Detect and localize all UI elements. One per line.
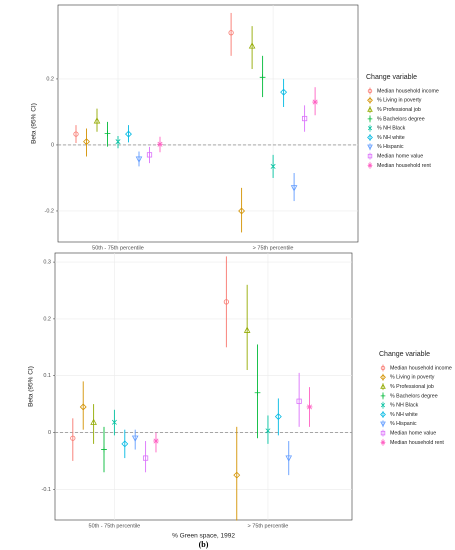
point: [101, 446, 107, 453]
legend-label: % Bachelors degree: [377, 116, 425, 122]
point: [265, 428, 271, 434]
legend-label: Median household rent: [377, 163, 431, 169]
legend-key: [367, 144, 373, 151]
point: [125, 130, 132, 138]
legend-key: [367, 106, 373, 112]
point: [73, 131, 79, 137]
point: [233, 471, 241, 479]
y-tick-label: -0.2: [45, 208, 54, 214]
legend-title: Change variable: [366, 74, 417, 81]
legend-key: [380, 393, 386, 399]
panel: -0.1 0 0.1 0.2 0.3 50th - 75th percentile > 75…: [28, 252, 452, 549]
point: [104, 130, 111, 137]
point: [270, 163, 276, 169]
point: [111, 419, 117, 425]
legend-key: [367, 116, 373, 122]
point: [135, 156, 143, 163]
legend-key: [380, 430, 386, 436]
point: [223, 299, 229, 305]
legend-key: [380, 421, 386, 428]
point: [83, 138, 90, 146]
y-tick-label: 0.1: [43, 373, 51, 379]
point: [228, 30, 234, 36]
legend-label: Median household income: [377, 88, 439, 94]
point: [248, 42, 256, 49]
legend-key: [380, 440, 386, 445]
point: [280, 88, 288, 96]
point: [285, 455, 293, 462]
point: [121, 440, 129, 448]
legend-key: [380, 411, 386, 418]
legend-key: [367, 153, 373, 159]
legend-label: % NH white: [377, 135, 405, 141]
legend-key: [380, 374, 386, 381]
legend-key: [380, 365, 386, 371]
legend-label: Median household rent: [390, 440, 444, 446]
legend-label: % Hispanic: [390, 421, 417, 427]
point: [146, 152, 153, 158]
point: [157, 141, 163, 148]
point: [274, 413, 282, 421]
legend-label: Median home value: [390, 431, 436, 437]
y-tick-label: 0: [51, 142, 54, 148]
point: [238, 207, 246, 215]
x-tick-label: > 75th percentile: [253, 245, 294, 251]
y-axis-title: Beta (95% CI): [28, 366, 35, 407]
point: [115, 139, 121, 145]
legend-label: % NH white: [390, 412, 418, 418]
point: [70, 435, 76, 441]
point: [93, 117, 101, 124]
legend-key: [367, 134, 373, 141]
point: [259, 74, 266, 81]
x-tick-label: 50th - 75th percentile: [92, 245, 144, 251]
caption: (b): [199, 540, 209, 549]
y-axis-title: Beta (95% CI): [31, 103, 38, 144]
legend-key: [367, 97, 373, 104]
legend-label: Median household income: [390, 365, 452, 371]
legend-label: % Hispanic: [377, 144, 404, 150]
x-axis-title: % Green space, 1992: [172, 533, 235, 540]
legend-key: [367, 126, 373, 131]
legend-label: % NH Black: [390, 403, 419, 409]
legend-key: [367, 163, 373, 168]
y-tick-label: 0: [48, 430, 51, 436]
point: [153, 438, 159, 444]
x-tick-label: > 75th percentile: [248, 523, 289, 529]
y-tick-label: -0.1: [42, 487, 51, 493]
y-tick-label: 0.2: [43, 316, 51, 322]
legend-title: Change variable: [379, 351, 430, 358]
y-tick-label: 0.2: [46, 76, 54, 82]
point: [254, 389, 261, 396]
legend-label: % Professional job: [377, 107, 421, 113]
point: [131, 435, 139, 442]
legend-key: [367, 88, 373, 94]
legend-key: [380, 403, 386, 408]
x-tick-label: 50th - 75th percentile: [89, 523, 141, 529]
point: [312, 99, 318, 105]
legend-label: Median home value: [377, 154, 423, 160]
point: [90, 418, 97, 425]
point: [306, 404, 313, 410]
point: [290, 185, 298, 192]
y-tick-label: 0.3: [43, 260, 51, 266]
legend-label: % Living in poverty: [390, 375, 435, 381]
legend-key: [380, 383, 386, 389]
legend-label: % NH Black: [377, 126, 406, 132]
point: [296, 398, 302, 404]
plot-background: [54, 252, 353, 521]
point: [142, 455, 149, 461]
panel: -0.2 0 0.2 50th - 75th percentile > 75th per…: [31, 4, 439, 272]
point: [79, 403, 87, 411]
plot-background: [57, 4, 359, 243]
point: [301, 115, 308, 122]
legend-label: % Living in poverty: [377, 98, 422, 104]
legend-label: % Professional job: [390, 384, 434, 390]
legend-label: % Bachelors degree: [390, 393, 438, 399]
point: [243, 326, 251, 333]
